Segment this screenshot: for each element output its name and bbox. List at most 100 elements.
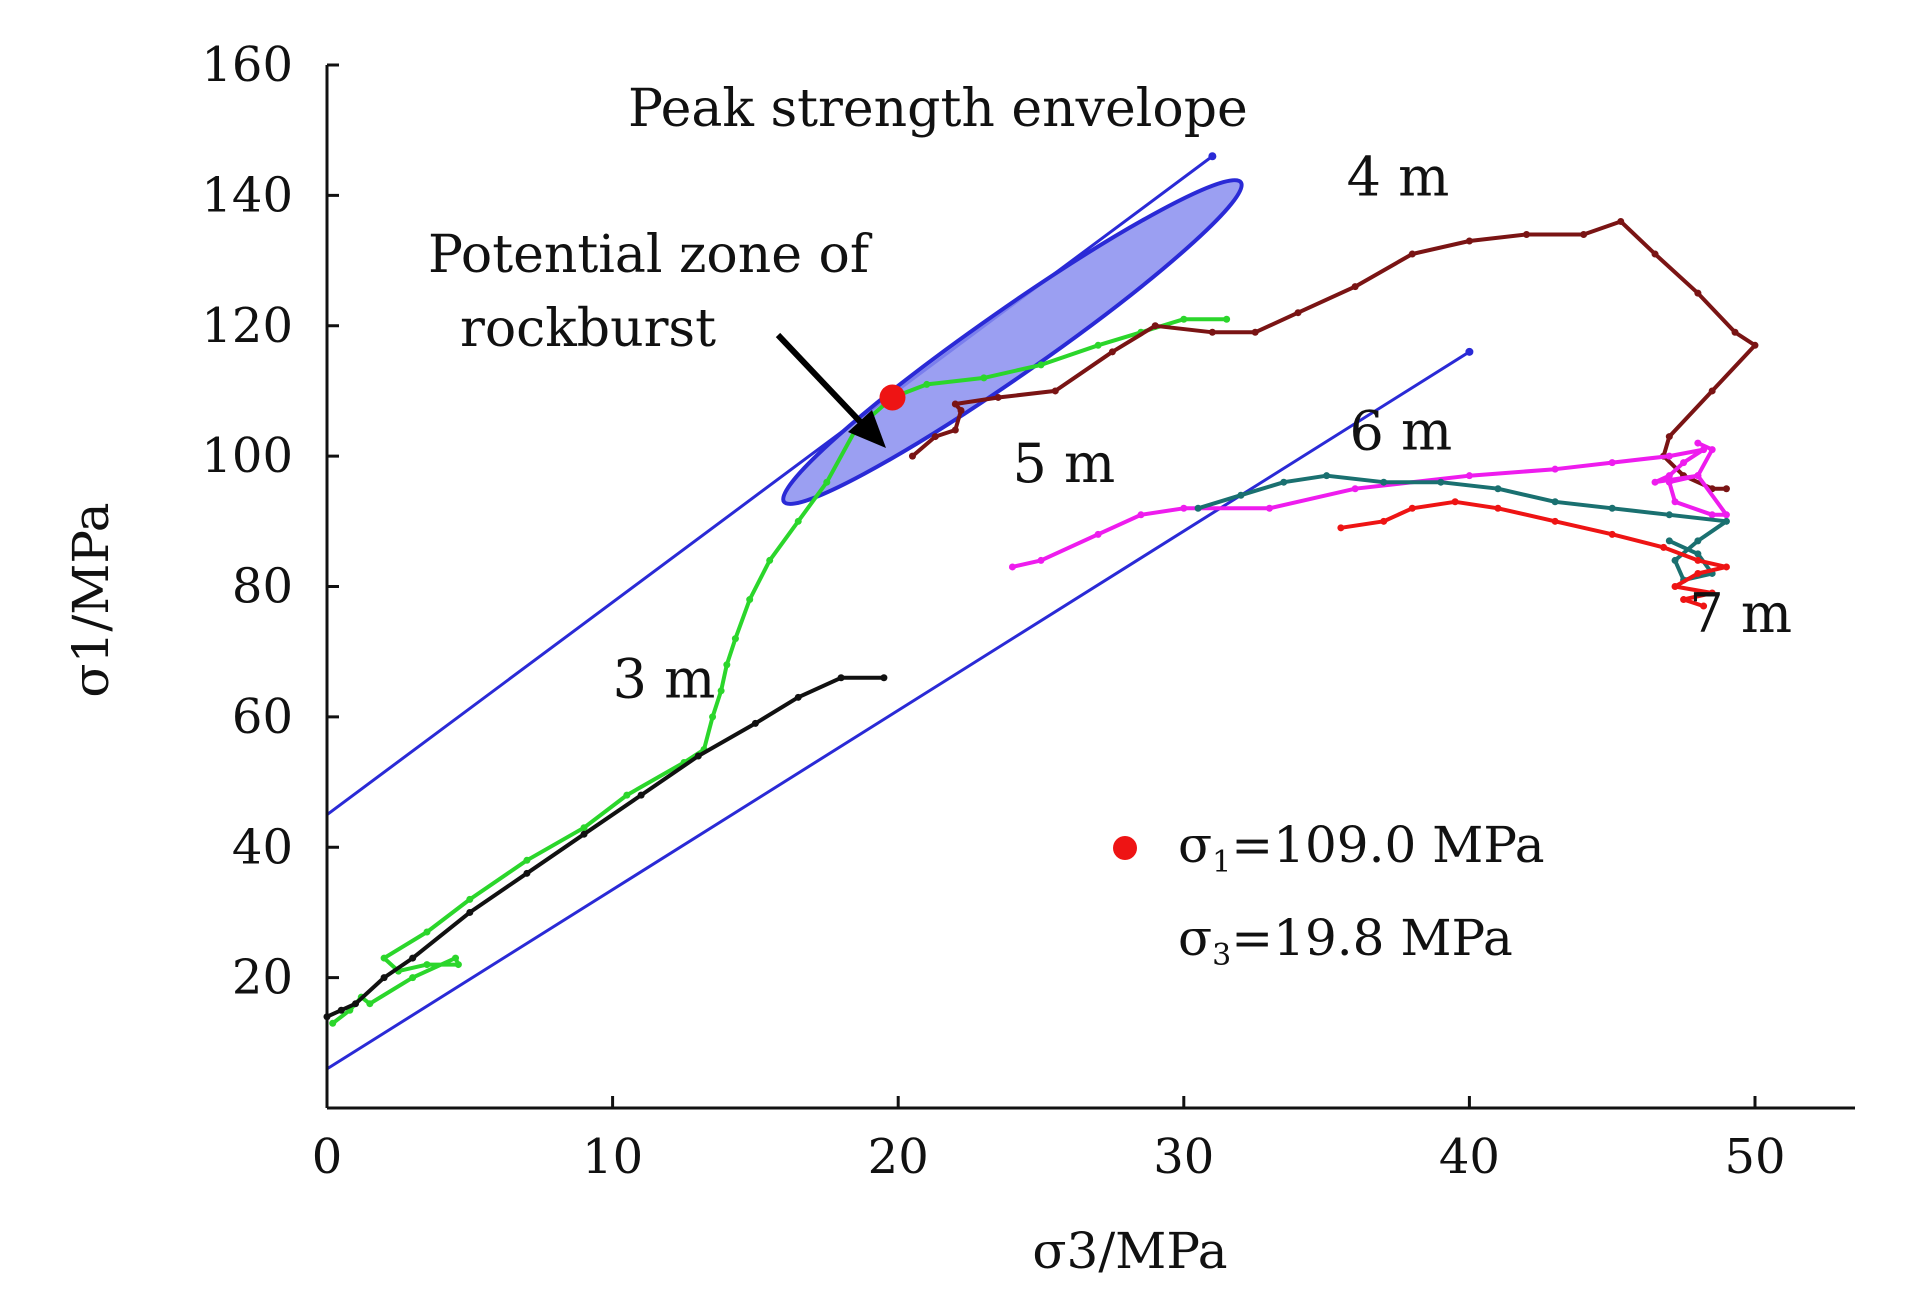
series-point [1617, 217, 1625, 225]
series-point [1108, 348, 1116, 356]
series-point [1223, 315, 1231, 323]
series-point [1094, 341, 1102, 349]
series-point [1151, 322, 1159, 330]
series-line-0 [330, 317, 1229, 1026]
series-point [1037, 556, 1045, 564]
series-point [766, 556, 774, 564]
series-point [1351, 485, 1359, 493]
series-point [466, 895, 474, 903]
rockburst-zone-label-line1: Potential zone of [428, 225, 873, 285]
series-point [409, 954, 417, 962]
series-point [1494, 485, 1502, 493]
series-point [823, 478, 831, 486]
series-point [1294, 309, 1302, 317]
series-point [1722, 517, 1730, 525]
series-point [1694, 439, 1702, 447]
series-point [837, 674, 845, 682]
series-point [880, 674, 888, 682]
series-point [1722, 511, 1730, 519]
series-point [409, 974, 417, 982]
series-point [423, 961, 431, 969]
x-tick-label: 50 [1724, 1129, 1785, 1185]
series-point [1380, 517, 1388, 525]
series-point [1323, 472, 1331, 480]
series-point [1671, 498, 1679, 506]
x-tick-label: 10 [582, 1129, 643, 1185]
series-point [1523, 230, 1531, 238]
peak-envelope-label: Peak strength envelope [628, 79, 1248, 139]
series-point [1351, 283, 1359, 291]
series-point [1694, 550, 1702, 558]
annotation-arrow [775, 332, 886, 448]
x-tick-label: 0 [312, 1129, 343, 1185]
series-point [1408, 504, 1416, 512]
series-labels-layer: 3 m 4 m 5 m 6 m 7 m [613, 145, 1792, 710]
series-point [923, 380, 931, 388]
series-point [1665, 433, 1673, 441]
series-point [1722, 485, 1730, 493]
series-point [1694, 556, 1702, 564]
series-point [1731, 328, 1739, 336]
series-point [423, 928, 431, 936]
series-point [1551, 498, 1559, 506]
series-point [746, 596, 754, 604]
y-tick-label: 80 [232, 559, 293, 615]
series-point [751, 719, 759, 727]
tick-labels-layer: 0 10 20 30 40 50 20 40 60 80 100 120 140 160 [201, 37, 1785, 1185]
series-point [1700, 446, 1708, 454]
series-point [1337, 524, 1345, 532]
series-point [452, 954, 460, 962]
series-point [908, 452, 916, 460]
series-point [1451, 498, 1459, 506]
series-point [1694, 289, 1702, 297]
series-point [1671, 556, 1679, 564]
series-point [1665, 472, 1673, 480]
series-point [1665, 511, 1673, 519]
series-point [352, 1000, 360, 1008]
series-line-2 [910, 219, 1757, 491]
series-point [1694, 537, 1702, 545]
series-point [580, 824, 588, 832]
series-point [1665, 537, 1673, 545]
series-point [1265, 504, 1273, 512]
series-point [717, 687, 725, 695]
series-point [1608, 504, 1616, 512]
legend-line-1: σ1=109.0 MPa [1178, 816, 1545, 880]
series-point [1280, 478, 1288, 486]
series-point [994, 393, 1002, 401]
series-point [931, 433, 939, 441]
series-point [1194, 504, 1202, 512]
series-line-1 [325, 675, 886, 1019]
series-point [1008, 563, 1016, 571]
series-point [1380, 478, 1388, 486]
series-point [1094, 530, 1102, 538]
series-point [1137, 511, 1145, 519]
series-point [329, 1019, 337, 1027]
series-point [1437, 478, 1445, 486]
x-tick-label: 30 [1153, 1129, 1214, 1185]
series-point [454, 961, 462, 969]
series-point [957, 406, 965, 414]
series-point [1665, 452, 1673, 460]
series-point [366, 1000, 374, 1008]
series-point [1551, 465, 1559, 473]
series-point [694, 752, 702, 760]
series-layer [323, 217, 1759, 1027]
x-axis-title: σ3/MPa [1032, 1222, 1227, 1280]
series-label: 3 m [613, 647, 716, 710]
series-point [1494, 504, 1502, 512]
series-point [337, 1006, 345, 1014]
series-point [380, 974, 388, 982]
y-axis-title: σ1/MPa [62, 502, 120, 697]
series-point [1694, 569, 1702, 577]
series-point [580, 830, 588, 838]
series-point [723, 661, 731, 669]
series-point [1037, 361, 1045, 369]
series-point [523, 869, 531, 877]
series-point [1660, 543, 1668, 551]
series-point [623, 791, 631, 799]
axes-layer [325, 65, 1855, 1110]
y-tick-label: 160 [201, 37, 293, 93]
series-point [709, 713, 717, 721]
